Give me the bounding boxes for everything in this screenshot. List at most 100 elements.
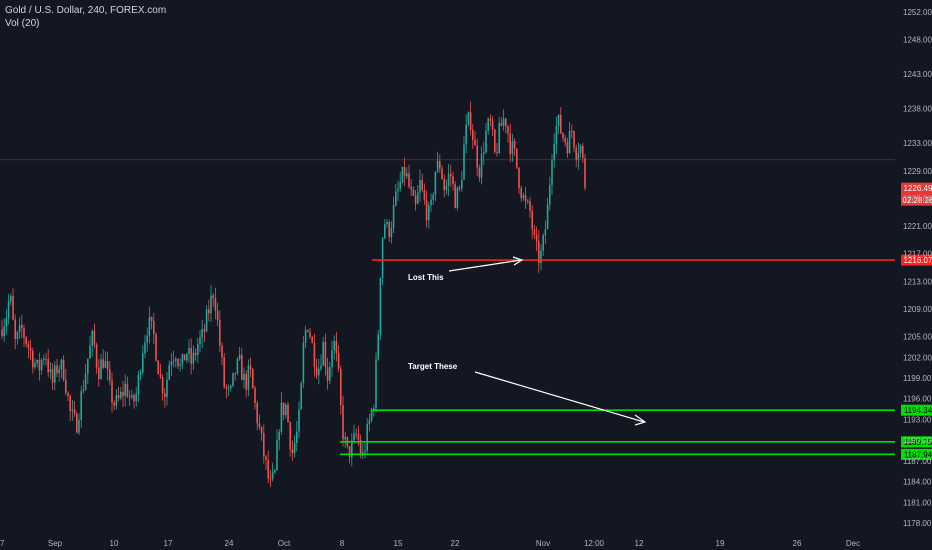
x-tick-label: 19	[716, 539, 725, 548]
candle-body	[269, 478, 272, 480]
candle-body	[386, 222, 388, 225]
x-tick-label: 7	[0, 539, 5, 548]
y-tick-label: 1233.00	[903, 139, 932, 148]
candle-body	[91, 331, 93, 346]
y-tick-label: 1229.00	[903, 167, 932, 176]
candle-body	[571, 131, 573, 133]
candle-body	[289, 422, 291, 450]
candle-body	[95, 344, 98, 368]
candle-body	[392, 205, 395, 228]
annotation-lost-this: Lost This	[408, 273, 444, 282]
candle-body	[278, 431, 280, 440]
candle-body	[142, 353, 144, 373]
candle-body	[379, 277, 382, 335]
candle-body	[304, 330, 307, 343]
candle-body	[177, 358, 179, 366]
candle-body	[223, 357, 225, 387]
candle-body	[395, 191, 397, 206]
candle-body	[408, 173, 410, 187]
level-price-tag	[901, 254, 932, 266]
candle-body	[139, 372, 142, 375]
y-tick-label: 1196.00	[903, 395, 932, 404]
candle-body	[43, 358, 45, 361]
candle-body	[540, 250, 542, 264]
candle-body	[155, 333, 157, 361]
candle-body	[62, 359, 65, 380]
candle-body	[474, 139, 476, 146]
candle-body	[368, 420, 371, 425]
candle-body	[436, 161, 439, 172]
candle-body	[183, 354, 186, 361]
candle-body	[161, 376, 164, 394]
candle-body	[406, 173, 408, 177]
candle-body	[10, 295, 12, 302]
candle-body	[124, 383, 126, 396]
y-tick-label: 1238.00	[903, 105, 932, 114]
candle-body	[159, 374, 162, 377]
candle-body	[227, 388, 230, 390]
level-price-tag	[901, 436, 932, 448]
candle-body	[417, 192, 419, 204]
candle-body	[399, 182, 401, 189]
x-tick-label: 12	[635, 539, 644, 548]
candle-body	[397, 188, 399, 192]
x-tick-label: 15	[394, 539, 403, 548]
volume-indicator-label[interactable]: Vol (20)	[5, 18, 40, 29]
candle-body	[102, 359, 104, 368]
candle-body	[348, 446, 351, 458]
candle-body	[36, 359, 38, 364]
candle-body	[302, 342, 305, 384]
level-price-tag	[901, 448, 932, 460]
y-tick-label: 1184.00	[903, 478, 932, 487]
candle-body	[331, 350, 333, 368]
last-price-label: 1226.49	[904, 184, 932, 193]
candle-body	[342, 405, 344, 440]
candle-body	[579, 146, 582, 153]
candle-body	[329, 367, 331, 381]
candle-body	[428, 205, 430, 221]
candle-body	[29, 347, 32, 351]
candle-body	[296, 431, 298, 443]
candle-body	[478, 167, 481, 178]
candle-body	[214, 298, 217, 311]
candle-body	[463, 144, 465, 180]
candle-body	[111, 380, 113, 403]
candle-body	[71, 409, 74, 411]
x-tick-label: 10	[110, 539, 119, 548]
candle-body	[520, 188, 522, 199]
countdown-label: 02:28:26	[902, 196, 932, 205]
x-tick-label: 17	[164, 539, 173, 548]
candle-body	[335, 340, 338, 353]
candle-body	[274, 470, 276, 473]
candle-body	[225, 386, 228, 389]
candle-body	[291, 449, 294, 453]
candle-body	[403, 167, 406, 177]
candle-body	[133, 395, 135, 402]
y-tick-label: 1181.00	[903, 498, 932, 507]
level-price-label: 1194.34	[904, 406, 932, 415]
candle-body	[194, 352, 197, 356]
candle-body	[210, 295, 212, 314]
candle-body	[23, 328, 25, 338]
candle-body	[430, 199, 432, 206]
candle-body	[98, 367, 100, 380]
candle-body	[190, 347, 192, 364]
candle-body	[245, 373, 247, 390]
x-tick-label: 12:00	[584, 539, 605, 548]
candle-body	[487, 118, 489, 131]
candle-body	[216, 310, 219, 321]
candle-body	[276, 439, 278, 471]
candle-body	[186, 354, 188, 361]
candle-body	[555, 125, 558, 144]
candle-body	[181, 354, 184, 365]
candle-body	[307, 330, 309, 332]
candle-body	[483, 152, 485, 154]
candle-body	[509, 133, 511, 155]
levels-layer: 1216.07 1194.34 1189.75 1187.94 1226.49 02:28…	[340, 182, 932, 460]
candle-body	[18, 325, 21, 332]
candle-body	[364, 450, 366, 453]
candle-body	[82, 389, 85, 392]
candle-body	[197, 344, 199, 356]
